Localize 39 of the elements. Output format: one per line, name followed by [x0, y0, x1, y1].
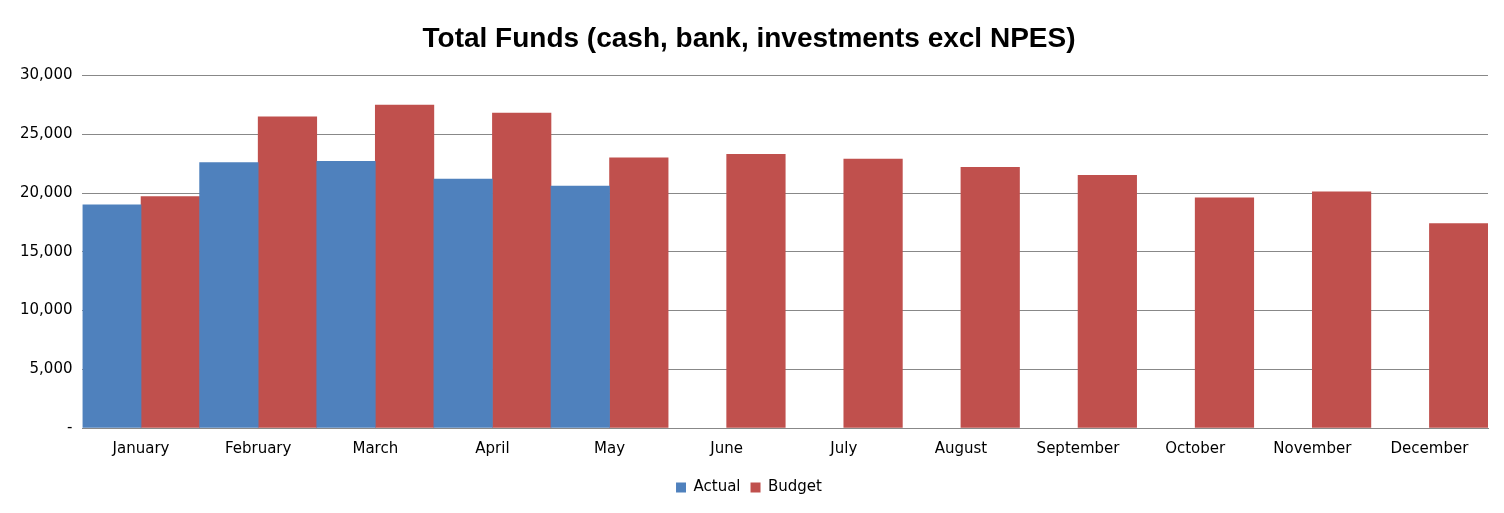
chart-title: Total Funds (cash, bank, investments excl NPES) — [422, 21, 1076, 53]
y-tick-label: 20,000 — [19, 182, 73, 201]
bar — [609, 157, 669, 428]
bar — [257, 116, 318, 428]
x-tick-label: January — [111, 438, 170, 457]
x-tick-label: April — [475, 438, 510, 457]
bar — [550, 185, 610, 428]
x-tick-label: November — [1273, 438, 1353, 457]
bar — [316, 161, 376, 428]
bar — [1311, 191, 1372, 428]
y-tick-label: 10,000 — [19, 300, 73, 319]
x-tick-label: February — [224, 438, 292, 457]
bar — [1429, 223, 1488, 428]
bar — [433, 178, 493, 428]
x-tick-label: May — [594, 438, 626, 457]
legend-label: Budget — [768, 477, 823, 496]
x-tick-label: September — [1036, 438, 1121, 457]
y-tick-label: 15,000 — [19, 241, 73, 260]
x-tick-label: August — [934, 438, 988, 457]
bar — [1194, 197, 1255, 428]
bar — [199, 162, 259, 428]
legend-label: Actual — [693, 477, 741, 496]
x-tick-label: December — [1390, 438, 1470, 457]
bar — [960, 166, 1020, 428]
bar — [843, 158, 903, 428]
bar — [82, 204, 142, 428]
bar — [492, 112, 552, 428]
bar — [1077, 175, 1137, 428]
x-tick-label: June — [709, 438, 744, 457]
x-tick-label: July — [829, 438, 858, 457]
bar — [726, 153, 786, 428]
bar — [374, 104, 435, 428]
x-tick-label: March — [352, 438, 399, 457]
y-tick-label: - — [67, 417, 73, 436]
bar — [140, 196, 200, 428]
y-tick-label: 5,000 — [29, 359, 73, 378]
y-tick-label: 30,000 — [19, 65, 73, 84]
y-tick-label: 25,000 — [19, 124, 73, 143]
x-tick-label: October — [1165, 438, 1227, 457]
